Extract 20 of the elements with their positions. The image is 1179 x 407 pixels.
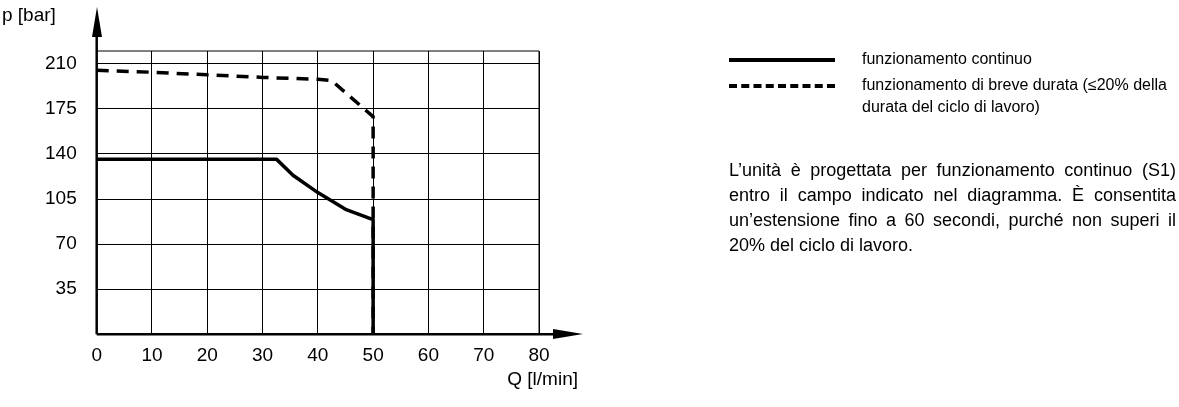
text: funzionamento di breve durata (≤20% della durata del ciclo di lavoro) [862, 75, 1168, 117]
text: L’unità è progettata per funzionamento continuo (S1) entro il campo indicato nel diagramma. È consentita un’estensione fino a 60 secondi, purché non superi il 20% del ciclo di lavoro. [729, 159, 1176, 257]
x-tick-label: 40 [307, 343, 329, 365]
y-tick-label: 35 [55, 277, 77, 299]
x-tick-label: 20 [196, 343, 218, 365]
y-tick-label: 175 [45, 97, 77, 119]
x-tick-label: 50 [362, 343, 384, 365]
x-tick-label: 30 [251, 343, 274, 365]
y-tick-label: 210 [45, 52, 77, 74]
x-tick-label: 80 [528, 343, 550, 365]
text: funzionamento continuo [862, 49, 1033, 69]
y-tick-label: 140 [45, 142, 77, 164]
x-tick-label: 0 [91, 343, 102, 365]
y-tick-label: 105 [45, 187, 77, 209]
x-tick-label: 60 [417, 343, 439, 365]
y-axis-title: p [bar] [2, 3, 56, 25]
x-tick-label: 10 [141, 343, 163, 365]
y-tick-label: 70 [55, 232, 77, 254]
x-tick-label: 70 [473, 343, 495, 365]
x-axis-title: Q [l/min] [507, 367, 578, 389]
